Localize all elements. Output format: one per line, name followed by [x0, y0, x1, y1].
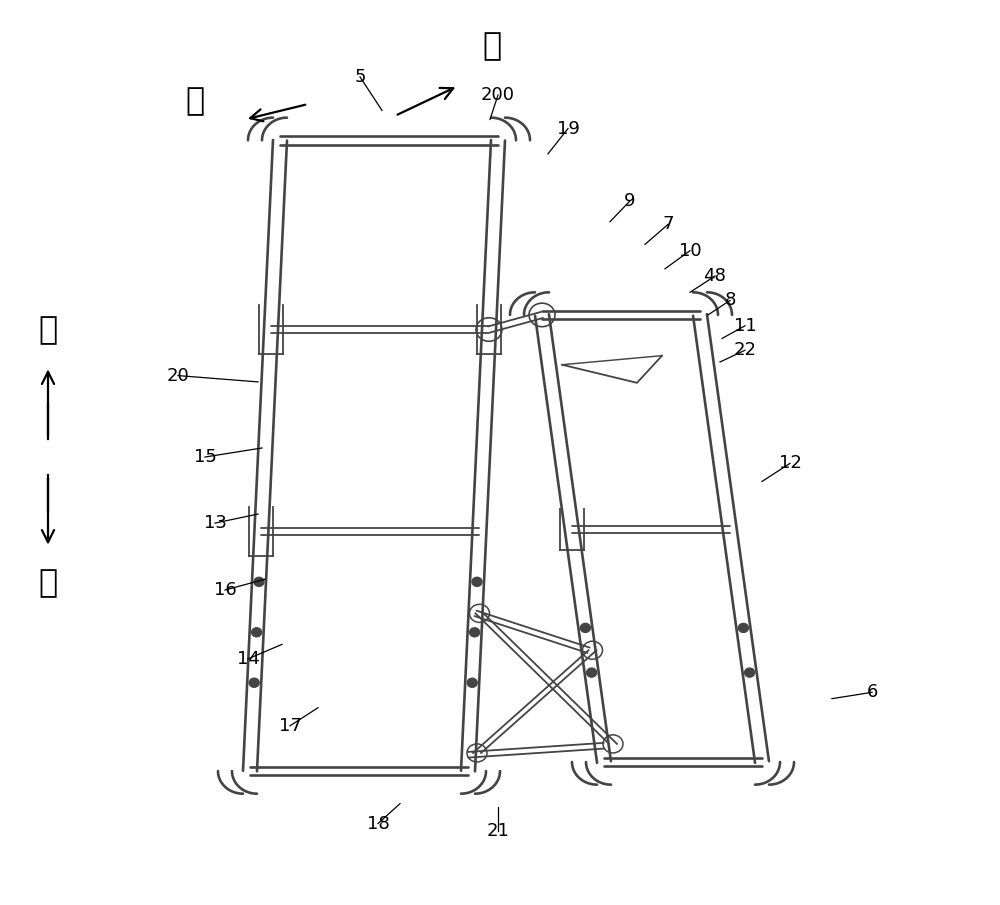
Text: 14: 14	[237, 650, 259, 668]
Text: 7: 7	[662, 215, 674, 233]
Text: 13: 13	[204, 514, 226, 532]
Text: 48: 48	[704, 267, 726, 285]
Text: 19: 19	[557, 119, 579, 138]
Text: 6: 6	[866, 683, 878, 701]
Text: 下: 下	[38, 568, 58, 599]
Text: 9: 9	[624, 192, 636, 210]
Text: 左: 左	[482, 32, 502, 62]
Circle shape	[580, 624, 590, 633]
Circle shape	[470, 628, 480, 637]
Text: 15: 15	[194, 448, 216, 466]
Circle shape	[587, 668, 597, 677]
Text: 22: 22	[734, 341, 757, 359]
Circle shape	[472, 577, 482, 586]
Text: 11: 11	[734, 317, 756, 335]
Text: 5: 5	[354, 68, 366, 86]
Text: 8: 8	[724, 291, 736, 310]
Text: 12: 12	[779, 454, 801, 472]
Circle shape	[252, 628, 262, 637]
Text: 16: 16	[214, 581, 236, 599]
Circle shape	[254, 577, 264, 586]
Circle shape	[249, 678, 259, 687]
Text: 18: 18	[367, 814, 389, 833]
Text: 200: 200	[481, 86, 515, 104]
Text: 20: 20	[167, 367, 189, 385]
Circle shape	[745, 668, 755, 677]
Text: 21: 21	[487, 822, 509, 840]
Text: 上: 上	[38, 315, 58, 346]
Circle shape	[738, 624, 748, 633]
Text: 10: 10	[679, 242, 701, 260]
Circle shape	[467, 678, 477, 687]
Text: 右: 右	[185, 86, 205, 117]
Text: 17: 17	[279, 717, 301, 735]
